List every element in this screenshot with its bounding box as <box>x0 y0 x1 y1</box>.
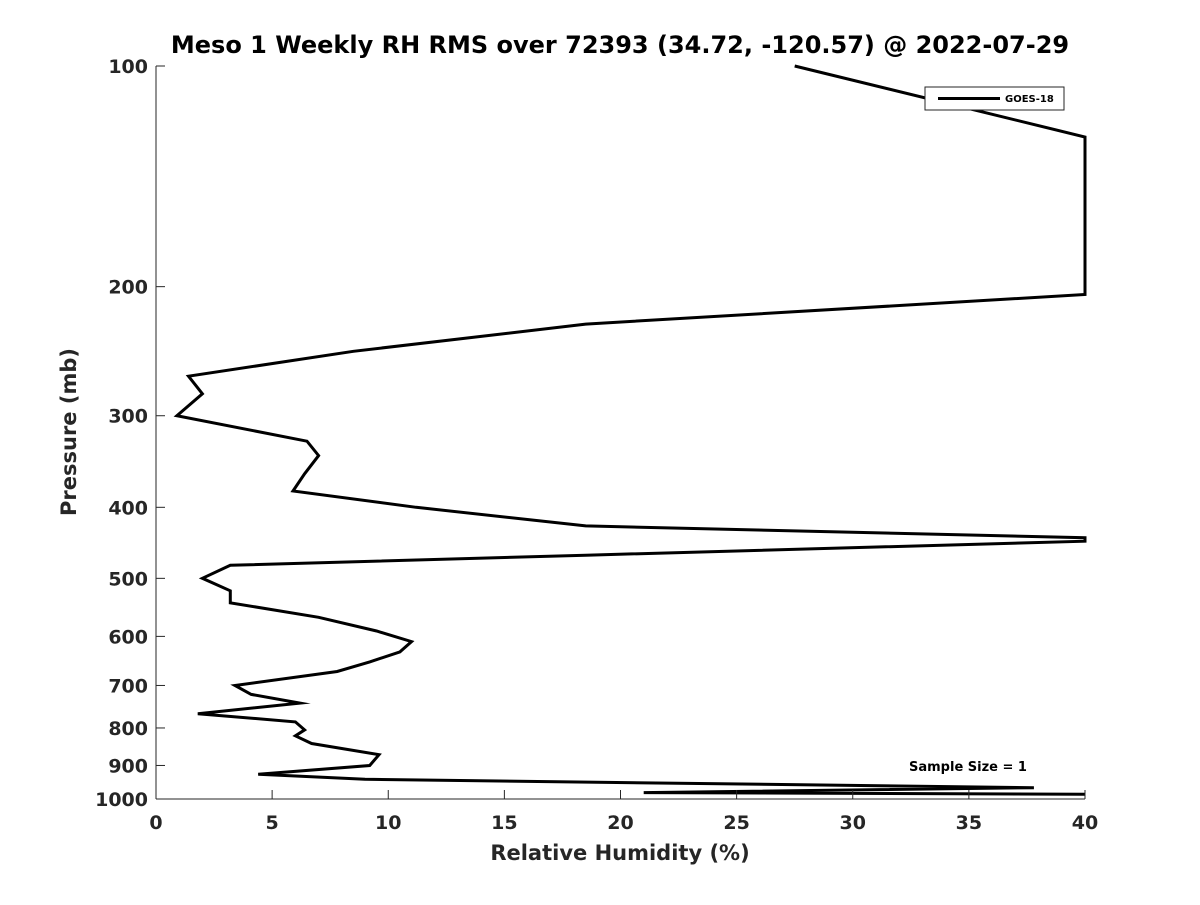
x-tick-label: 25 <box>723 812 749 834</box>
x-tick-label: 5 <box>266 812 279 834</box>
x-tick-label: 10 <box>375 812 401 834</box>
sample-size-annotation: Sample Size = 1 <box>909 760 1027 775</box>
y-tick-label: 600 <box>108 626 148 648</box>
legend-label: GOES-18 <box>1005 94 1054 105</box>
x-tick-label: 0 <box>149 812 162 834</box>
y-axis: 100 200 300 400 500 600 700 800 900 1000 <box>95 56 165 811</box>
y-tick-label: 100 <box>108 56 148 78</box>
y-tick-label: 200 <box>108 277 148 299</box>
x-tick-label: 15 <box>491 812 517 834</box>
x-tick-label: 35 <box>956 812 982 834</box>
y-tick-label: 1000 <box>95 789 148 811</box>
plot-area <box>173 64 1087 796</box>
x-tick-label: 20 <box>607 812 633 834</box>
series-line-goes-18 <box>173 64 1087 796</box>
y-tick-label: 400 <box>108 497 148 519</box>
y-axis-label: Pressure (mb) <box>57 348 81 516</box>
y-tick-label: 800 <box>108 718 148 740</box>
y-tick-label: 500 <box>108 568 148 590</box>
x-axis: 0 5 10 15 20 25 30 35 40 <box>149 790 1098 834</box>
x-tick-label: 40 <box>1072 812 1098 834</box>
x-tick-label: 30 <box>840 812 866 834</box>
y-tick-label: 700 <box>108 675 148 697</box>
y-tick-label: 900 <box>108 755 148 777</box>
x-axis-label: Relative Humidity (%) <box>490 841 749 865</box>
chart-title: Meso 1 Weekly RH RMS over 72393 (34.72, … <box>171 31 1069 59</box>
y-tick-label: 300 <box>108 406 148 428</box>
legend: GOES-18 <box>924 86 1065 111</box>
